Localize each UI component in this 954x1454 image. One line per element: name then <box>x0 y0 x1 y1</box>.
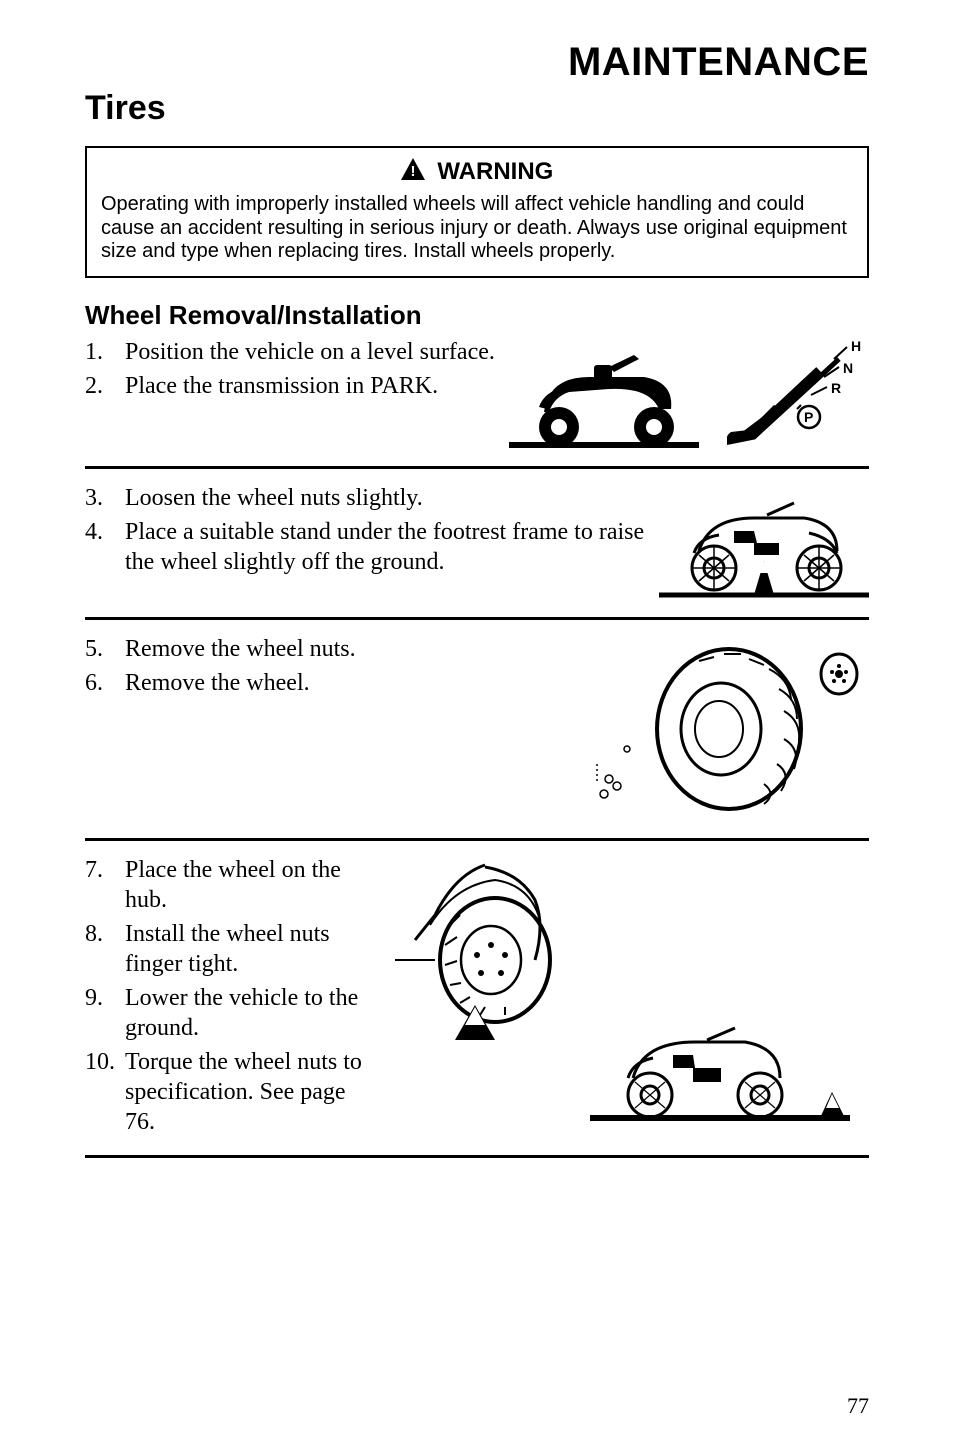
step-num: 5. <box>85 634 125 664</box>
step-text: Place a suitable stand under the footres… <box>125 517 649 577</box>
gear-n-label: N <box>843 360 853 376</box>
gear-h-label: H <box>851 338 861 354</box>
step-item: 3. Loosen the wheel nuts slightly. <box>85 483 649 513</box>
step-num: 9. <box>85 983 125 1043</box>
step-item: 6. Remove the wheel. <box>85 668 539 698</box>
step-text: Remove the wheel nuts. <box>125 634 356 664</box>
steps-col: 7. Place the wheel on the hub. 8. Instal… <box>85 855 375 1141</box>
figure-install-lower <box>375 855 855 1135</box>
steps-col: 1. Position the vehicle on a level surfa… <box>85 337 499 405</box>
gear-p-label: P <box>804 409 813 425</box>
figure-atv-jack <box>649 483 869 603</box>
step-num: 4. <box>85 517 125 577</box>
step-num: 1. <box>85 337 125 367</box>
step-item: 8. Install the wheel nuts finger tight. <box>85 919 375 979</box>
step-text: Position the vehicle on a level surface. <box>125 337 495 367</box>
svg-text:!: ! <box>410 163 415 180</box>
step-item: 10. Torque the wheel nuts to specificati… <box>85 1047 375 1137</box>
step-text: Loosen the wheel nuts slightly. <box>125 483 423 513</box>
step-text: Place the wheel on the hub. <box>125 855 375 915</box>
step-num: 7. <box>85 855 125 915</box>
steps-col: 5. Remove the wheel nuts. 6. Remove the … <box>85 634 539 702</box>
wheel-removed-icon <box>549 634 869 824</box>
step-text: Remove the wheel. <box>125 668 310 698</box>
warning-label: WARNING <box>437 158 553 185</box>
step-num: 10. <box>85 1047 125 1137</box>
step-num: 8. <box>85 919 125 979</box>
step-num: 6. <box>85 668 125 698</box>
step-num: 3. <box>85 483 125 513</box>
gear-r-label: R <box>831 380 841 396</box>
figure-wheel-off <box>539 634 869 824</box>
page-number: 77 <box>847 1393 869 1419</box>
install-lower-icon <box>385 855 855 1135</box>
step-text: Torque the wheel nuts to specification. … <box>125 1047 375 1137</box>
step-text: Install the wheel nuts finger tight. <box>125 919 375 979</box>
atv-jacked-icon <box>659 483 869 603</box>
atv-level-icon <box>509 337 699 452</box>
gear-shifter-icon: H N R P <box>719 337 869 452</box>
subheading: Wheel Removal/Installation <box>85 300 869 331</box>
step-item: 9. Lower the vehicle to the ground. <box>85 983 375 1043</box>
step-group-4: 7. Place the wheel on the hub. 8. Instal… <box>85 855 869 1158</box>
step-item: 7. Place the wheel on the hub. <box>85 855 375 915</box>
main-title: MAINTENANCE <box>85 40 869 85</box>
step-group-3: 5. Remove the wheel nuts. 6. Remove the … <box>85 634 869 841</box>
warning-triangle-icon: ! <box>401 158 425 187</box>
step-text: Lower the vehicle to the ground. <box>125 983 375 1043</box>
warning-box: ! WARNING Operating with improperly inst… <box>85 146 869 278</box>
steps-col: 3. Loosen the wheel nuts slightly. 4. Pl… <box>85 483 649 581</box>
step-item: 5. Remove the wheel nuts. <box>85 634 539 664</box>
step-group-1: 1. Position the vehicle on a level surfa… <box>85 337 869 469</box>
page: MAINTENANCE Tires ! WARNING Operating wi… <box>0 0 954 1454</box>
step-num: 2. <box>85 371 125 401</box>
warning-header: ! WARNING <box>101 158 853 187</box>
section-title: Tires <box>85 89 869 128</box>
step-item: 4. Place a suitable stand under the foot… <box>85 517 649 577</box>
warning-body: Operating with improperly installed whee… <box>101 193 853 264</box>
step-item: 1. Position the vehicle on a level surfa… <box>85 337 499 367</box>
step-item: 2. Place the transmission in PARK. <box>85 371 499 401</box>
figure-atv-park: H N R P <box>499 337 869 452</box>
step-group-2: 3. Loosen the wheel nuts slightly. 4. Pl… <box>85 483 869 620</box>
step-text: Place the transmission in PARK. <box>125 371 438 401</box>
